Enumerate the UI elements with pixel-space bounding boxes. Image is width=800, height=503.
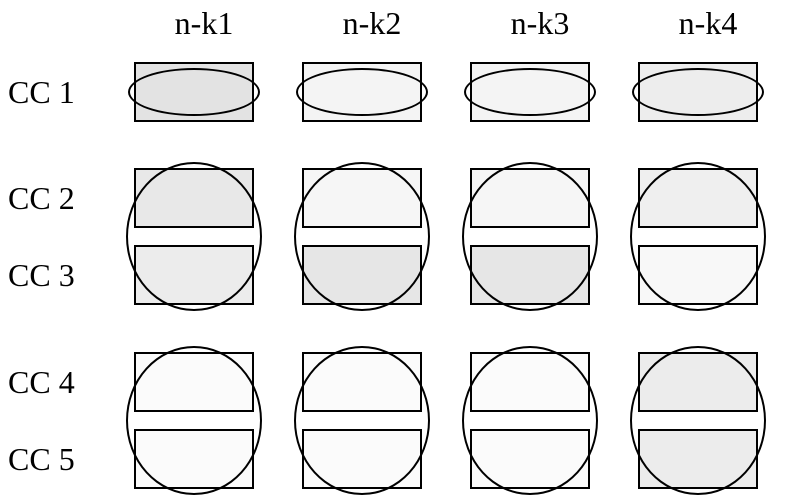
grid-diagram: n-k1 n-k2 n-k3 n-k4 CC 1 CC 2 CC 3 CC 4 CC 5 (0, 0, 800, 503)
row-label-0: CC 1 (8, 74, 75, 111)
row-label-2: CC 3 (8, 257, 75, 294)
ellipse-g1-c2 (462, 162, 598, 311)
ellipse-g2-c0 (126, 346, 262, 495)
ellipse-g0-c2 (464, 68, 596, 116)
ellipse-g2-c1 (294, 346, 430, 495)
ellipse-g0-c3 (632, 68, 764, 116)
ellipse-g1-c1 (294, 162, 430, 311)
ellipse-g0-c0 (128, 68, 260, 116)
col-header-2: n-k3 (480, 5, 600, 42)
col-header-1: n-k2 (312, 5, 432, 42)
col-header-0: n-k1 (144, 5, 264, 42)
row-label-1: CC 2 (8, 180, 75, 217)
ellipse-g2-c3 (630, 346, 766, 495)
ellipse-g1-c0 (126, 162, 262, 311)
col-header-3: n-k4 (648, 5, 768, 42)
row-label-3: CC 4 (8, 364, 75, 401)
ellipse-g1-c3 (630, 162, 766, 311)
ellipse-g0-c1 (296, 68, 428, 116)
ellipse-g2-c2 (462, 346, 598, 495)
row-label-4: CC 5 (8, 441, 75, 478)
